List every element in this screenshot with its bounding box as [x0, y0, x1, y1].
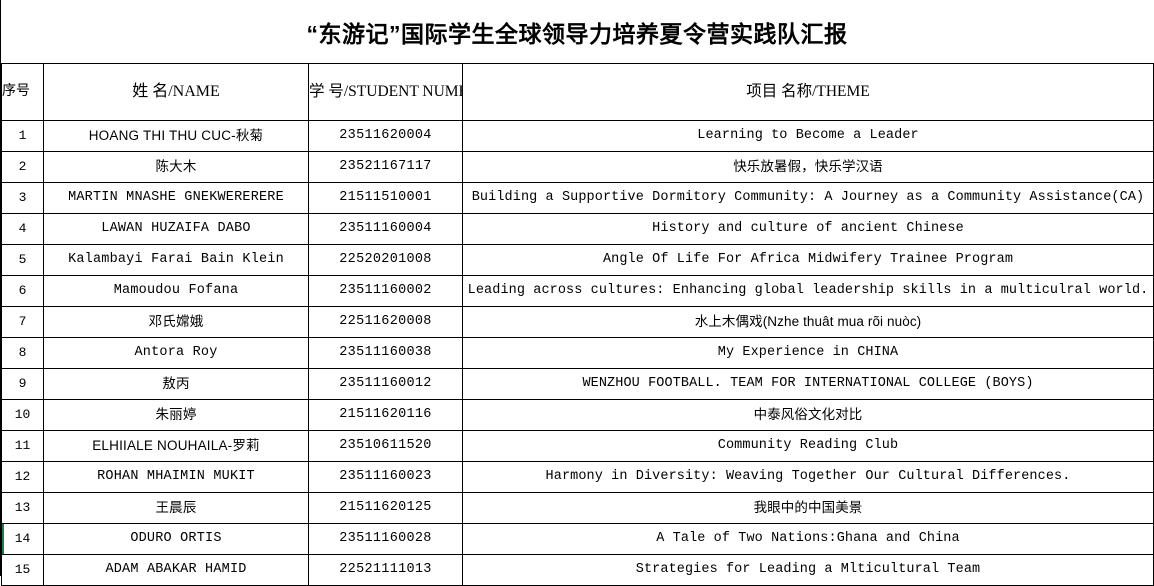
cell-name[interactable]: LAWAN HUZAIFA DABO — [43, 213, 309, 245]
cell-no[interactable]: 1 — [1, 120, 44, 152]
table-row[interactable]: 9 敖丙 23511160012 WENZHOU FOOTBALL. TEAM FOR… — [1, 368, 1154, 400]
cell-no[interactable]: 8 — [1, 337, 44, 369]
table-row[interactable]: 11 ELHIIALE NOUHAILA-罗莉 23510611520 Communi… — [1, 430, 1154, 462]
cell-student-number[interactable]: 21511510001 — [308, 182, 463, 214]
cell-no[interactable]: 3 — [1, 182, 44, 214]
cell-theme[interactable]: Building a Supportive Dormitory Communit… — [462, 182, 1154, 214]
cell-theme[interactable]: My Experience in CHINA — [462, 337, 1154, 369]
cell-student-number[interactable]: 23510611520 — [308, 430, 463, 462]
cell-theme[interactable]: Leading across cultures: Enhancing globa… — [462, 275, 1154, 307]
cell-name[interactable]: 邓氏嫦娥 — [43, 306, 309, 338]
cell-student-number[interactable]: 21511620116 — [308, 399, 463, 431]
cell-student-number[interactable]: 23511160002 — [308, 275, 463, 307]
cell-name[interactable]: HOANG THI THU CUC-秋菊 — [43, 120, 309, 152]
cell-theme[interactable]: Strategies for Leading a Mlticultural Te… — [462, 554, 1154, 586]
cell-name[interactable]: 陈大木 — [43, 151, 309, 183]
cell-no[interactable]: 12 — [1, 461, 44, 493]
cell-theme[interactable]: A Tale of Two Nations:Ghana and China — [462, 523, 1154, 555]
cell-theme[interactable]: WENZHOU FOOTBALL. TEAM FOR INTERNATIONAL… — [462, 368, 1154, 400]
cell-student-number[interactable]: 23511160004 — [308, 213, 463, 245]
cell-student-number[interactable]: 23521167117 — [308, 151, 463, 183]
cell-no[interactable]: 6 — [1, 275, 44, 307]
cell-name[interactable]: Antora Roy — [43, 337, 309, 369]
cell-student-number[interactable]: 23511620004 — [308, 120, 463, 152]
cell-student-number[interactable]: 21511620125 — [308, 492, 463, 524]
cell-name[interactable]: Mamoudou Fofana — [43, 275, 309, 307]
cell-theme[interactable]: Community Reading Club — [462, 430, 1154, 462]
cell-student-number[interactable]: 23511160028 — [308, 523, 463, 555]
cell-student-number[interactable]: 23511160038 — [308, 337, 463, 369]
table-row[interactable]: 7 邓氏嫦娥 22511620008 水上木偶戏(Nzhe thuât mua rõi… — [1, 306, 1154, 338]
table-row[interactable]: 10 朱丽婷 21511620116 中泰风俗文化对比 — [1, 399, 1154, 431]
cell-name[interactable]: MARTIN MNASHE GNEKWERERERE — [43, 182, 309, 214]
cell-theme[interactable]: 我眼中的中国美景 — [462, 492, 1154, 524]
cell-student-number[interactable]: 22511620008 — [308, 306, 463, 338]
column-header-theme[interactable]: 项目 名称/THEME — [462, 63, 1154, 121]
cell-theme[interactable]: 快乐放暑假，快乐学汉语 — [462, 151, 1154, 183]
participants-table: 序号 姓 名/NAME 学 号/STUDENT NUMBER 项目 名称/THE… — [1, 63, 1154, 586]
cell-name[interactable]: ADAM ABAKAR HAMID — [43, 554, 309, 586]
table-row[interactable]: 12 ROHAN MHAIMIN MUKIT 23511160023 Harmony … — [1, 461, 1154, 493]
table-body: 1 HOANG THI THU CUC-秋菊 23511620004 Learning… — [1, 120, 1154, 586]
column-header-no[interactable]: 序号 — [1, 63, 44, 121]
table-row[interactable]: 15 ADAM ABAKAR HAMID 22521111013 Strategies… — [1, 554, 1154, 586]
page-title: “东游记”国际学生全球领导力培养夏令营实践队汇报 — [306, 20, 848, 47]
cell-name[interactable]: 朱丽婷 — [43, 399, 309, 431]
table-header-row: 序号 姓 名/NAME 学 号/STUDENT NUMBER 项目 名称/THE… — [1, 63, 1154, 121]
cell-no[interactable]: 10 — [1, 399, 44, 431]
cell-theme[interactable]: 水上木偶戏(Nzhe thuât mua rõi nuòc) — [462, 306, 1154, 338]
document-title-row: “东游记”国际学生全球领导力培养夏令营实践队汇报 — [1, 0, 1154, 63]
cell-name[interactable]: ODURO ORTIS — [43, 523, 309, 555]
table-header: 序号 姓 名/NAME 学 号/STUDENT NUMBER 项目 名称/THE… — [1, 63, 1154, 121]
cell-name[interactable]: 敖丙 — [43, 368, 309, 400]
cell-name[interactable]: ELHIIALE NOUHAILA-罗莉 — [43, 430, 309, 462]
cell-no[interactable]: 4 — [1, 213, 44, 245]
cell-no[interactable]: 14 — [1, 523, 44, 555]
cell-student-number[interactable]: 22520201008 — [308, 244, 463, 276]
cell-theme[interactable]: History and culture of ancient Chinese — [462, 213, 1154, 245]
cell-no[interactable]: 11 — [1, 430, 44, 462]
cell-theme[interactable]: Harmony in Diversity: Weaving Together O… — [462, 461, 1154, 493]
table-row[interactable]: 14 ODURO ORTIS 23511160028 A Tale of Two Na… — [1, 523, 1154, 555]
cell-name[interactable]: Kalambayi Farai Bain Klein — [43, 244, 309, 276]
cell-student-number[interactable]: 22521111013 — [308, 554, 463, 586]
table-row[interactable]: 1 HOANG THI THU CUC-秋菊 23511620004 Learning… — [1, 120, 1154, 152]
table-row[interactable]: 3 MARTIN MNASHE GNEKWERERERE 21511510001 Bu… — [1, 182, 1154, 214]
cell-no[interactable]: 2 — [1, 151, 44, 183]
cell-no[interactable]: 9 — [1, 368, 44, 400]
column-header-name[interactable]: 姓 名/NAME — [43, 63, 309, 121]
cell-no[interactable]: 15 — [1, 554, 44, 586]
table-row[interactable]: 2 陈大木 23521167117 快乐放暑假，快乐学汉语 — [1, 151, 1154, 183]
cell-name[interactable]: ROHAN MHAIMIN MUKIT — [43, 461, 309, 493]
table-row[interactable]: 4 LAWAN HUZAIFA DABO 23511160004 History an… — [1, 213, 1154, 245]
table-row[interactable]: 13 王晨辰 21511620125 我眼中的中国美景 — [1, 492, 1154, 524]
cell-student-number[interactable]: 23511160012 — [308, 368, 463, 400]
table-row[interactable]: 6 Mamoudou Fofana 23511160002 Leading acros… — [1, 275, 1154, 307]
cell-no[interactable]: 5 — [1, 244, 44, 276]
column-header-student-number[interactable]: 学 号/STUDENT NUMBER — [308, 63, 463, 121]
table-row[interactable]: 8 Antora Roy 23511160038 My Experience in C… — [1, 337, 1154, 369]
cell-theme[interactable]: 中泰风俗文化对比 — [462, 399, 1154, 431]
cell-theme[interactable]: Angle Of Life For Africa Midwifery Train… — [462, 244, 1154, 276]
cell-student-number[interactable]: 23511160023 — [308, 461, 463, 493]
cell-no[interactable]: 13 — [1, 492, 44, 524]
cell-name[interactable]: 王晨辰 — [43, 492, 309, 524]
cell-theme[interactable]: Learning to Become a Leader — [462, 120, 1154, 152]
cell-no[interactable]: 7 — [1, 306, 44, 338]
table-row[interactable]: 5 Kalambayi Farai Bain Klein 22520201008 An… — [1, 244, 1154, 276]
